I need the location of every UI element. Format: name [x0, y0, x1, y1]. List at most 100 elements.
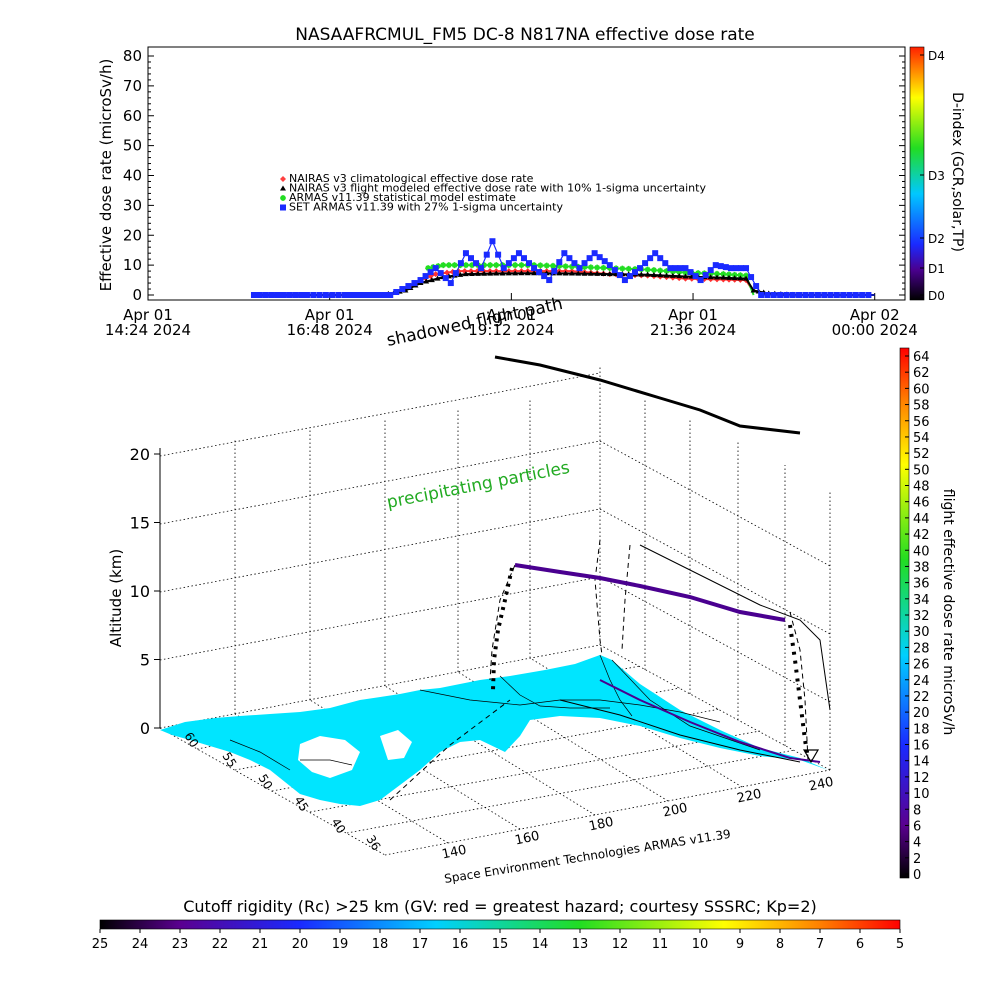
series-marker	[467, 255, 474, 262]
series-marker	[280, 204, 286, 211]
series-marker	[632, 269, 639, 276]
series-marker	[714, 274, 721, 280]
series-marker	[493, 270, 500, 276]
shadowed-flight-path	[494, 355, 801, 435]
series-marker	[677, 265, 684, 272]
top-x-tick-label-date: Apr 01	[123, 306, 173, 324]
latitude-tick-label: 50	[255, 772, 275, 792]
dose-colorbar-tick-label: 18	[913, 722, 930, 737]
series-marker	[587, 270, 594, 276]
dose-colorbar-tick-label: 60	[913, 382, 930, 397]
d-index-tick-label: D3	[928, 169, 945, 183]
series-marker	[725, 271, 732, 278]
series-marker	[859, 292, 866, 298]
top-y-tick-label: 10	[123, 256, 142, 274]
rigidity-colorbar-tick-label: 25	[92, 937, 109, 952]
series-marker	[387, 292, 394, 298]
series-marker	[702, 272, 709, 279]
d-index-tick-label: D1	[928, 262, 945, 276]
series-marker	[644, 266, 651, 273]
series-marker	[468, 270, 475, 276]
series-marker	[428, 277, 435, 283]
dose-colorbar-tick-label: 38	[913, 560, 930, 575]
series-marker	[657, 272, 664, 278]
series-marker	[720, 274, 727, 280]
series-marker	[462, 250, 469, 257]
series-marker	[280, 176, 286, 182]
rigidity-colorbar-tick-label: 14	[532, 937, 549, 952]
series-marker	[481, 270, 488, 276]
longitude-tick-label: 200	[662, 801, 689, 821]
series-marker	[672, 265, 679, 272]
series-marker	[562, 263, 569, 270]
dose-colorbar-tick-label: 26	[913, 658, 930, 673]
rigidity-colorbar-tick-label: 16	[452, 937, 469, 952]
top-x-tick-label-time: 16:48 2024	[287, 321, 373, 339]
series-marker	[650, 271, 657, 277]
series-marker	[475, 270, 482, 276]
series-marker	[462, 271, 469, 277]
series-marker	[478, 265, 485, 272]
top-y-axis: 0 10 20 30 40 50 60 70 80	[123, 47, 905, 304]
series-marker	[692, 273, 699, 280]
series-marker	[777, 292, 784, 298]
series-marker	[286, 292, 293, 298]
longitude-axis: 140 160 180 200 220 240	[441, 775, 835, 863]
rigidity-colorbar-tick-label: 22	[212, 937, 229, 952]
longitude-tick-label: 240	[808, 775, 835, 795]
latitude-tick-label: 55	[219, 750, 239, 770]
dose-colorbar-tick-label: 32	[913, 609, 930, 624]
top-x-tick-label-date: Apr 01	[668, 306, 718, 324]
top-chart-title: NASAAFRCMUL_FM5 DC-8 N817NA effective do…	[295, 25, 755, 45]
top-legend: NAIRAS v3 climatological effective dose …	[280, 172, 706, 214]
rigidity-colorbar-tick-label: 23	[172, 937, 189, 952]
series-marker	[676, 273, 683, 279]
series-marker	[586, 255, 593, 262]
rigidity-colorbar-tick-label: 6	[856, 937, 864, 952]
series-marker	[341, 292, 348, 298]
series-marker	[600, 264, 607, 271]
series-marker	[737, 272, 744, 279]
series-marker	[840, 292, 847, 298]
series-marker	[594, 264, 601, 271]
top-y-tick-label: 80	[123, 47, 142, 65]
series-marker	[526, 260, 533, 267]
series-marker	[720, 271, 727, 278]
dose-colorbar-tick-label: 40	[913, 544, 930, 559]
dose-colorbar-tick-label: 42	[913, 528, 930, 543]
series-marker	[280, 292, 287, 298]
series-marker	[556, 263, 563, 270]
altitude-axis: 0 5 10 15 20	[130, 445, 161, 738]
top-series-group	[250, 238, 875, 298]
top-y-tick-label: 20	[123, 226, 142, 244]
series-marker	[865, 292, 872, 298]
latitude-tick-label: 45	[291, 794, 311, 814]
series-marker	[520, 255, 527, 262]
rigidity-colorbar-tick-label: 17	[412, 937, 429, 952]
series-marker	[596, 254, 603, 261]
dose-rate-colorbar	[899, 347, 910, 879]
series-marker	[262, 292, 269, 298]
series-marker	[489, 238, 496, 245]
series-marker	[298, 292, 305, 298]
series-marker	[717, 263, 724, 270]
rigidity-colorbar-tick-label: 18	[372, 937, 389, 952]
rigidity-colorbar-tick-label: 9	[736, 937, 744, 952]
dose-rate-colorbar-ticks: 6462605856545250484644424038363432302826…	[905, 350, 930, 883]
series-marker	[268, 292, 275, 298]
altitude-tick-label: 0	[140, 719, 150, 738]
series-marker	[524, 270, 531, 276]
series-marker	[432, 271, 439, 278]
series-marker	[531, 265, 538, 272]
longitude-tick-label: 180	[588, 815, 615, 835]
dose-colorbar-tick-label: 50	[913, 463, 930, 478]
series-marker	[571, 260, 578, 267]
top-y-tick-label: 0	[132, 286, 142, 304]
series-marker	[487, 270, 494, 276]
series-marker	[417, 277, 424, 284]
series-marker	[725, 274, 732, 280]
series-marker	[303, 292, 310, 298]
latitude-tick-label: 60	[181, 730, 201, 750]
series-marker	[727, 265, 734, 272]
dose-colorbar-tick-label: 30	[913, 625, 930, 640]
